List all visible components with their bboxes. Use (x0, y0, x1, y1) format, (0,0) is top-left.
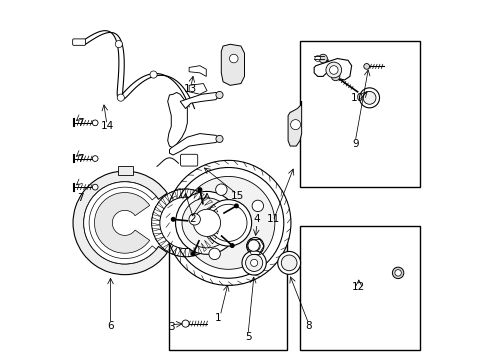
Circle shape (182, 320, 189, 327)
Text: 7: 7 (77, 154, 83, 163)
Circle shape (193, 209, 220, 237)
Polygon shape (221, 44, 244, 85)
Text: 2: 2 (189, 214, 196, 224)
Circle shape (92, 184, 98, 190)
Circle shape (281, 255, 296, 271)
Text: 4: 4 (253, 214, 260, 224)
Text: 3: 3 (167, 322, 174, 332)
Wedge shape (83, 182, 156, 264)
FancyBboxPatch shape (73, 39, 85, 45)
Circle shape (92, 120, 98, 126)
Circle shape (359, 88, 379, 108)
Polygon shape (180, 93, 219, 109)
Circle shape (394, 270, 401, 276)
Circle shape (173, 167, 283, 278)
Polygon shape (189, 66, 206, 76)
Polygon shape (287, 102, 301, 146)
Circle shape (252, 200, 263, 212)
Circle shape (182, 176, 274, 269)
Text: 12: 12 (351, 282, 365, 292)
Bar (299, 226, 419, 350)
Circle shape (205, 200, 251, 246)
Circle shape (188, 213, 200, 225)
Circle shape (234, 204, 238, 208)
Circle shape (363, 64, 369, 69)
Bar (169, 226, 287, 350)
Bar (299, 41, 419, 187)
Text: 7: 7 (77, 118, 83, 128)
Circle shape (175, 192, 238, 254)
Bar (118, 166, 132, 175)
Circle shape (92, 156, 98, 161)
Circle shape (209, 204, 246, 242)
Circle shape (229, 54, 238, 63)
Circle shape (208, 248, 220, 260)
Polygon shape (189, 84, 206, 94)
Circle shape (331, 72, 339, 81)
Circle shape (391, 267, 403, 279)
Circle shape (216, 135, 223, 143)
Text: 6: 6 (107, 321, 114, 332)
Circle shape (215, 184, 226, 195)
Text: 1: 1 (214, 312, 221, 323)
Circle shape (250, 259, 257, 266)
Circle shape (191, 252, 195, 256)
Circle shape (245, 254, 262, 271)
Text: 13: 13 (184, 84, 197, 94)
Circle shape (150, 71, 157, 78)
Circle shape (115, 41, 122, 48)
Circle shape (230, 244, 234, 247)
Circle shape (216, 91, 223, 99)
Circle shape (277, 251, 300, 274)
Polygon shape (169, 134, 219, 155)
Text: 11: 11 (266, 214, 279, 224)
Polygon shape (313, 59, 351, 80)
Circle shape (165, 160, 290, 285)
Wedge shape (73, 171, 167, 275)
Circle shape (160, 197, 211, 249)
Text: 15: 15 (230, 191, 244, 201)
Circle shape (363, 91, 375, 104)
Text: 8: 8 (305, 321, 311, 332)
Circle shape (329, 66, 337, 74)
Circle shape (325, 62, 341, 78)
Circle shape (250, 241, 260, 251)
FancyBboxPatch shape (180, 154, 197, 166)
Circle shape (247, 240, 259, 251)
Circle shape (171, 217, 175, 221)
Text: 14: 14 (100, 121, 113, 131)
Circle shape (182, 198, 231, 248)
Text: 7: 7 (77, 193, 83, 203)
Text: 9: 9 (351, 139, 358, 149)
Circle shape (198, 188, 202, 192)
Circle shape (117, 94, 124, 101)
Text: 10: 10 (350, 93, 363, 103)
Wedge shape (94, 193, 149, 253)
Circle shape (242, 251, 266, 275)
Circle shape (290, 120, 300, 130)
Text: 5: 5 (244, 332, 251, 342)
Circle shape (314, 56, 320, 62)
Circle shape (318, 54, 326, 63)
Circle shape (246, 238, 263, 255)
Polygon shape (167, 93, 187, 148)
